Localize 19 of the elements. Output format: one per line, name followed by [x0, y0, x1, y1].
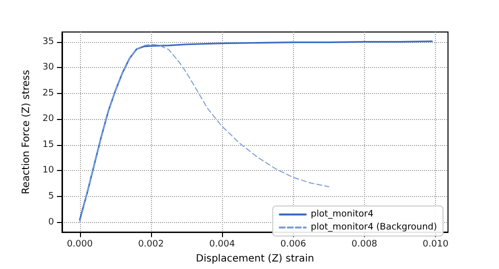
- y-axis-title: Reaction Force (Z) stress: [21, 70, 32, 194]
- x-axis-title: Displacement (Z) strain: [196, 254, 314, 264]
- x-tick-label: 0.000: [66, 240, 93, 250]
- legend-label: plot_monitor4 (Background): [310, 222, 437, 232]
- y-tick-label: 15: [42, 140, 54, 150]
- y-tick-label: 0: [48, 217, 54, 228]
- x-tick-label: 0.008: [352, 240, 378, 250]
- y-tick-label: 25: [42, 88, 54, 98]
- x-tick-label: 0.002: [138, 240, 164, 250]
- x-tick-label: 0.004: [209, 240, 236, 250]
- y-tick-label: 10: [42, 166, 54, 176]
- x-tick-label: 0.006: [280, 240, 306, 250]
- y-tick-label: 30: [42, 62, 54, 73]
- y-tick-label: 35: [42, 36, 54, 47]
- y-tick-label: 5: [48, 192, 54, 202]
- legend-label: plot_monitor4: [310, 210, 374, 220]
- y-tick-label: 20: [42, 114, 54, 124]
- x-tick-label: 0.010: [422, 240, 449, 250]
- line-series: [78, 40, 433, 221]
